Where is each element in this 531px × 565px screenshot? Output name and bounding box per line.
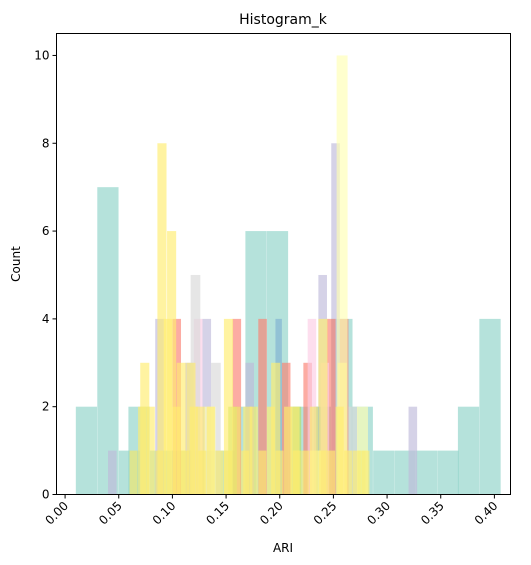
histogram-bar-s1-b0 [108, 450, 117, 495]
histogram-bar-s9-b14 [249, 406, 258, 495]
y-tick-label: 2 [42, 400, 50, 414]
histogram-bar-s9-b5 [172, 406, 181, 495]
histogram-bar-s2-b2 [258, 318, 267, 495]
histogram-bar-s0-b1 [97, 187, 119, 495]
histogram-bar-s9-b9 [206, 406, 215, 495]
histogram-bar-s7-b1 [157, 143, 167, 495]
histogram-bar-s0-b20 [479, 318, 501, 495]
x-tick-label: 0.15 [203, 499, 232, 528]
histogram-bar-s9-b25 [344, 450, 353, 495]
x-tick-label: 0.20 [257, 499, 286, 528]
y-tick-label: 8 [42, 136, 50, 150]
histogram-bar-s9-b22 [318, 450, 327, 495]
histogram-bar-s9-b2 [146, 406, 155, 495]
histogram-bar-s9-b12 [232, 406, 241, 495]
chart-title: Histogram_k [239, 12, 328, 28]
x-tick-label: 0.05 [96, 499, 125, 528]
histogram-bar-s7-b10 [318, 318, 328, 495]
x-tick-label: 0.25 [311, 499, 340, 528]
histogram-bar-s9-b8 [198, 450, 207, 495]
histogram-bar-s8-b0 [336, 55, 348, 495]
histogram-bar-s0-b0 [75, 406, 98, 495]
histogram-bar-s7-b8 [271, 362, 281, 495]
histogram-bar-s1-b7 [408, 406, 418, 495]
histogram-bar-s7-b6 [223, 318, 234, 495]
histogram-bar-s9-b10 [215, 450, 224, 495]
histogram-bar-s9-b20 [301, 450, 310, 495]
histogram-bar-s7-b3 [176, 362, 186, 495]
histogram-bar-s9-b6 [181, 450, 190, 495]
histogram-bar-s9-b17 [275, 450, 284, 495]
histogram-bar-s9-b1 [138, 406, 147, 495]
histogram-bar-s9-b27 [361, 450, 370, 495]
histogram-bar-s9-b11 [223, 450, 233, 495]
y-tick-label: 6 [42, 224, 50, 238]
axes-frame [56, 33, 511, 495]
y-tick-label: 0 [42, 488, 50, 502]
histogram-bar-s2-b5 [326, 318, 336, 495]
y-tick-label: 10 [34, 48, 49, 62]
y-tick-label: 4 [42, 312, 50, 326]
histogram-bar-s9-b7 [189, 406, 198, 495]
y-axis-label: Count [9, 246, 23, 282]
histogram-bar-s9-b4 [163, 318, 172, 495]
histogram-bar-s0-b17 [416, 450, 438, 495]
y-axis-ticks: 0 2 4 6 8 10 [34, 48, 57, 502]
histogram-bar-s0-b15 [373, 450, 395, 495]
histogram-bar-s9-b13 [241, 450, 250, 495]
histogram-bar-s9-b26 [352, 450, 361, 495]
histogram-bar-s6-b1 [211, 362, 221, 495]
histogram-bar-s0-b19 [457, 406, 480, 495]
histogram-bar-s9-b24 [335, 406, 344, 495]
histogram-bar-s9-b19 [292, 450, 301, 495]
histogram-bar-s9-b23 [326, 450, 336, 495]
x-tick-label: 0.40 [472, 499, 501, 528]
histogram-bar-s9-b3 [155, 450, 164, 495]
histogram-bar-s9-b0 [129, 450, 138, 495]
histogram-bar-s9-b16 [266, 406, 276, 495]
bars-layer [75, 55, 501, 495]
x-tick-label: 0.00 [42, 499, 71, 528]
histogram-bar-s9-b18 [284, 406, 293, 495]
x-tick-label: 0.10 [150, 499, 179, 528]
histogram-bar-s9-b21 [309, 406, 318, 495]
x-axis-label: ARI [273, 541, 293, 555]
x-tick-label: 0.35 [418, 499, 447, 528]
histogram-bar-s9-b15 [258, 450, 267, 495]
histogram-bar-s0-b18 [437, 450, 459, 495]
x-tick-label: 0.30 [364, 499, 393, 528]
x-axis-ticks: 0.00 0.05 0.10 0.15 0.20 0.25 0.30 0.35 0.40 [42, 494, 501, 528]
